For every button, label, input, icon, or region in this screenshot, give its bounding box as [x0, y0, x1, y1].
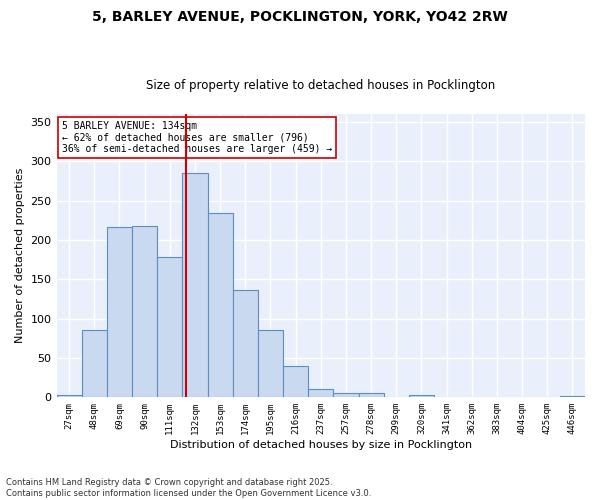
- Bar: [233, 290, 258, 398]
- Text: 5, BARLEY AVENUE, POCKLINGTON, YORK, YO42 2RW: 5, BARLEY AVENUE, POCKLINGTON, YORK, YO4…: [92, 10, 508, 24]
- Bar: [308, 390, 334, 398]
- Bar: [560, 396, 585, 398]
- Text: Contains HM Land Registry data © Crown copyright and database right 2025.
Contai: Contains HM Land Registry data © Crown c…: [6, 478, 371, 498]
- Bar: [334, 394, 359, 398]
- Y-axis label: Number of detached properties: Number of detached properties: [15, 168, 25, 344]
- Bar: [208, 213, 233, 398]
- Bar: [409, 395, 434, 398]
- X-axis label: Distribution of detached houses by size in Pocklington: Distribution of detached houses by size …: [170, 440, 472, 450]
- Bar: [359, 394, 383, 398]
- Bar: [182, 173, 208, 398]
- Bar: [157, 257, 182, 398]
- Bar: [107, 228, 132, 398]
- Title: Size of property relative to detached houses in Pocklington: Size of property relative to detached ho…: [146, 79, 496, 92]
- Bar: [132, 226, 157, 398]
- Bar: [56, 395, 82, 398]
- Bar: [509, 396, 535, 398]
- Bar: [258, 330, 283, 398]
- Text: 5 BARLEY AVENUE: 134sqm
← 62% of detached houses are smaller (796)
36% of semi-d: 5 BARLEY AVENUE: 134sqm ← 62% of detache…: [62, 121, 332, 154]
- Bar: [283, 366, 308, 398]
- Bar: [82, 330, 107, 398]
